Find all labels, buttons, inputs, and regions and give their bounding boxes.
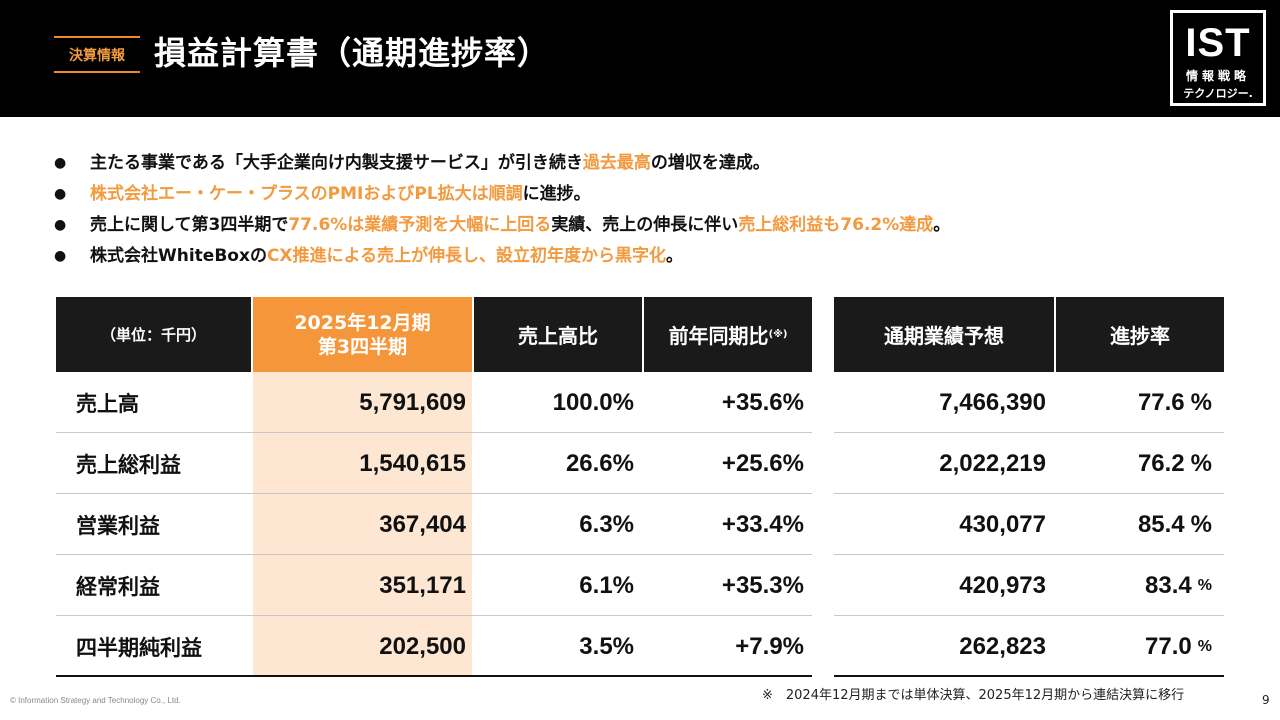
highlight-column xyxy=(253,372,472,677)
row-divider xyxy=(56,432,1224,433)
header-unit: （単位：千円） xyxy=(56,297,251,372)
progress-value: 77.6 xyxy=(1137,388,1185,416)
header-bar: 決算情報 損益計算書（通期進捗率） IST 情報戦略 テクノロジー. xyxy=(0,0,1280,117)
bullet-text: 実績、売上の伸長に伴い xyxy=(551,215,739,235)
cell-ratio: 100.0% xyxy=(552,388,634,416)
table-row: 売上総利益 1,540,615 26.6% +25.6% 2,022,219 76.2% xyxy=(56,433,1224,494)
cell-forecast: 430,077 xyxy=(959,510,1046,538)
cell-progress: 77.0% xyxy=(1145,616,1212,677)
row-label: 売上総利益 xyxy=(76,452,181,477)
bullet-item: ● 株式会社WhiteBoxのCX推進による売上が伸長し、設立初年度から黒字化。 xyxy=(54,241,1234,272)
cell-progress: 83.4% xyxy=(1145,555,1212,616)
progress-value: 83.4 xyxy=(1145,571,1192,599)
cell-progress: 76.2% xyxy=(1138,433,1212,494)
cell-yoy: +35.3% xyxy=(721,571,804,599)
row-divider xyxy=(56,554,1224,555)
cell-ratio: 3.5% xyxy=(579,632,634,660)
column-gap xyxy=(812,297,834,677)
header-yoy: 前年同期比 (※) xyxy=(644,297,812,372)
row-divider xyxy=(56,493,1224,494)
logo-sub-text-1: 情報戦略 xyxy=(1185,69,1250,83)
header-period-line1: 2025年12月期 xyxy=(294,311,431,334)
progress-unit: % xyxy=(1197,637,1212,655)
bullet-dot-icon: ● xyxy=(54,217,67,233)
progress-unit: % xyxy=(1190,449,1212,477)
bullet-highlight-text: 株式会社エー・ケー・プラスのPMIおよびPL拡大は順調 xyxy=(90,184,523,204)
progress-unit: % xyxy=(1197,576,1212,594)
bullet-highlight-text: 過去最高 xyxy=(582,153,651,173)
bullet-dot-icon: ● xyxy=(54,155,67,171)
header-period: 2025年12月期 第3四半期 xyxy=(253,297,472,372)
header-yoy-note: (※) xyxy=(768,329,788,340)
cell-forecast: 262,823 xyxy=(959,632,1046,660)
footnote: ※ 2024年12月期までは単体決算、2025年12月期から連結決算に移行 xyxy=(762,688,1185,703)
cell-forecast: 7,466,390 xyxy=(939,388,1046,416)
cell-ratio: 6.3% xyxy=(579,510,634,538)
progress-value: 76.2 xyxy=(1137,449,1185,477)
header-period-line2: 第3四半期 xyxy=(317,335,408,358)
table-row: 営業利益 367,404 6.3% +33.4% 430,077 85.4% xyxy=(56,494,1224,555)
cell-yoy: +25.6% xyxy=(721,449,804,477)
header-progress: 進捗率 xyxy=(1056,297,1224,372)
cell-q3: 367,404 xyxy=(379,510,466,538)
cell-q3: 1,540,615 xyxy=(359,449,466,477)
page-number: 9 xyxy=(1262,693,1270,707)
bullet-text: 。 xyxy=(933,215,951,235)
company-logo: IST 情報戦略 テクノロジー. xyxy=(1170,10,1266,106)
summary-bullets: ● 主たる事業である「大手企業向け内製支援サービス」が引き続き過去最高の増収を達成… xyxy=(54,148,1234,272)
bullet-item: ● 売上に関して第3四半期で77.6%は業績予測を大幅に上回る実績、売上の伸長に伴… xyxy=(54,210,1234,241)
progress-value: 77.0 xyxy=(1145,632,1192,660)
cell-ratio: 26.6% xyxy=(565,449,634,477)
bullet-text: 株式会社WhiteBoxの xyxy=(90,246,267,266)
bullet-text: の増収を達成。 xyxy=(650,153,770,173)
section-tag: 決算情報 xyxy=(54,36,140,73)
header-sales-ratio: 売上高比 xyxy=(474,297,642,372)
bullet-highlight-text: 売上総利益も76.2%達成 xyxy=(738,215,934,235)
cell-yoy: +35.6% xyxy=(721,388,804,416)
bullet-text: に進捗。 xyxy=(522,184,591,204)
bullet-item: ● 主たる事業である「大手企業向け内製支援サービス」が引き続き過去最高の増収を達成… xyxy=(54,148,1234,179)
progress-unit: % xyxy=(1190,388,1212,416)
cell-q3: 5,791,609 xyxy=(359,388,466,416)
cell-forecast: 2,022,219 xyxy=(939,449,1046,477)
logo-main-text: IST xyxy=(1185,21,1251,65)
logo-sub-text-2: テクノロジー. xyxy=(1183,87,1253,100)
bullet-text: 。 xyxy=(666,246,684,266)
row-label: 営業利益 xyxy=(76,513,160,538)
bullet-dot-icon: ● xyxy=(54,186,67,202)
bullet-text: 売上に関して第3四半期で xyxy=(90,215,289,235)
cell-yoy: +7.9% xyxy=(735,632,804,660)
cell-progress: 77.6% xyxy=(1138,372,1212,433)
bullet-text: 主たる事業である「大手企業向け内製支援サービス」が引き続き xyxy=(90,153,583,173)
bullet-highlight-text: CX推進による売上が伸長し、設立初年度から黒字化 xyxy=(266,246,667,266)
table-row: 売上高 5,791,609 100.0% +35.6% 7,466,390 77.6% xyxy=(56,372,1224,433)
progress-unit: % xyxy=(1190,510,1212,538)
bullet-item: ● 株式会社エー・ケー・プラスのPMIおよびPL拡大は順調に進捗。 xyxy=(54,179,1234,210)
table-row: 四半期純利益 202,500 3.5% +7.9% 262,823 77.0% xyxy=(56,616,1224,677)
bullet-dot-icon: ● xyxy=(54,248,67,264)
row-divider xyxy=(56,615,1224,616)
table-row: 経常利益 351,171 6.1% +35.3% 420,973 83.4% xyxy=(56,555,1224,616)
row-label: 売上高 xyxy=(76,391,139,416)
progress-value: 85.4 xyxy=(1137,510,1185,538)
bullet-highlight-text: 77.6%は業績予測を大幅に上回る xyxy=(288,215,552,235)
page-title: 損益計算書（通期進捗率） xyxy=(154,34,551,72)
cell-q3: 202,500 xyxy=(379,632,466,660)
row-divider xyxy=(56,675,1224,677)
copyright: © Information Strategy and Technology Co… xyxy=(10,696,181,705)
cell-ratio: 6.1% xyxy=(579,571,634,599)
cell-yoy: +33.4% xyxy=(721,510,804,538)
cell-q3: 351,171 xyxy=(379,571,466,599)
row-label: 経常利益 xyxy=(76,574,160,599)
cell-progress: 85.4% xyxy=(1138,494,1212,555)
row-label: 四半期純利益 xyxy=(76,635,202,660)
header-forecast: 通期業績予想 xyxy=(834,297,1054,372)
cell-forecast: 420,973 xyxy=(959,571,1046,599)
